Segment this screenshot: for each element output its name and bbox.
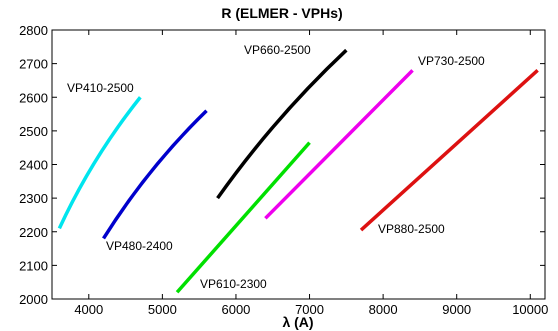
series-label-vp880-2500: VP880-2500: [378, 222, 445, 236]
x-tick-label: 6000: [221, 302, 250, 317]
y-tick-label: 2400: [19, 158, 48, 173]
x-tick-label: 10000: [512, 302, 548, 317]
series-line-vp480-2400: [102, 109, 208, 240]
series-labels: VP410-2500 VP480-2400 VP610-2300 VP660-2500…: [67, 43, 485, 291]
series-line-vp730-2500: [264, 69, 414, 220]
chart-title: R (ELMER - VPHs): [221, 5, 342, 21]
y-tick-label: 2300: [19, 191, 48, 206]
plot-frame: [51, 29, 546, 300]
axis-ticks: 4000 5000 6000 7000 8000 9000 10000 2000 2100 220…: [19, 23, 548, 317]
x-tick-label: 5000: [148, 302, 177, 317]
x-tick-label: 8000: [369, 302, 398, 317]
series-label-vp410-2500: VP410-2500: [67, 81, 134, 95]
y-tick-label: 2100: [19, 258, 48, 273]
series-line-vp610-2300: [175, 141, 311, 294]
series-line-vp410-2500: [57, 96, 142, 230]
x-axis-label: λ (A): [282, 314, 313, 330]
y-tick-label: 2200: [19, 225, 48, 240]
series-line-vp880-2500: [359, 69, 539, 232]
series-line-vp660-2500: [216, 48, 348, 200]
y-tick-label: 2500: [19, 124, 48, 139]
y-tick-label: 2600: [19, 90, 48, 105]
y-tick-label: 2700: [19, 57, 48, 72]
series-label-vp730-2500: VP730-2500: [418, 54, 485, 68]
x-tick-label: 4000: [74, 302, 103, 317]
series-label-vp660-2500: VP660-2500: [244, 43, 311, 57]
x-tick-label: 9000: [442, 302, 471, 317]
series-label-vp480-2400: VP480-2400: [106, 239, 173, 253]
y-tick-label: 2000: [19, 292, 48, 307]
series-label-vp610-2300: VP610-2300: [200, 277, 267, 291]
y-tick-label: 2800: [19, 23, 48, 38]
series-lines: [57, 48, 539, 294]
x-tick-label: 7000: [295, 302, 324, 317]
